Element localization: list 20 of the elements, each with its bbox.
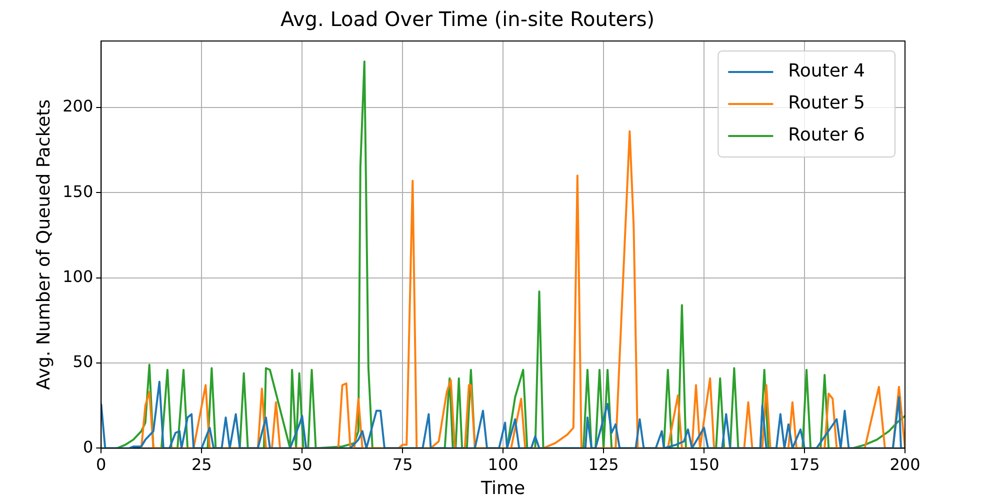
y-tick-label: 150 xyxy=(62,182,94,201)
x-axis-title: Time xyxy=(480,478,526,499)
x-tick-label: 100 xyxy=(488,454,518,474)
legend-label: Router 6 xyxy=(788,124,866,146)
y-tick-label: 50 xyxy=(72,352,94,372)
x-tick-label: 50 xyxy=(292,454,312,474)
legend-label: Router 5 xyxy=(788,92,866,114)
y-axis-title: Avg. Number of Queued Packets xyxy=(33,99,54,390)
x-tick-label: 200 xyxy=(890,454,920,474)
x-tick-label: 150 xyxy=(688,454,720,474)
x-tick-label: 25 xyxy=(191,454,212,474)
x-tick-label: 125 xyxy=(588,454,619,474)
x-tick-label: 0 xyxy=(96,454,106,474)
y-tick-label: 100 xyxy=(62,266,94,286)
y-tick-label: 0 xyxy=(82,437,94,456)
y-tick-label: 200 xyxy=(62,96,94,116)
x-tick-label: 75 xyxy=(392,454,413,474)
legend-label: Router 4 xyxy=(788,60,866,82)
x-tick-label: 175 xyxy=(789,454,820,474)
chart-title: Avg. Load Over Time (in-site Routers) xyxy=(280,7,655,32)
